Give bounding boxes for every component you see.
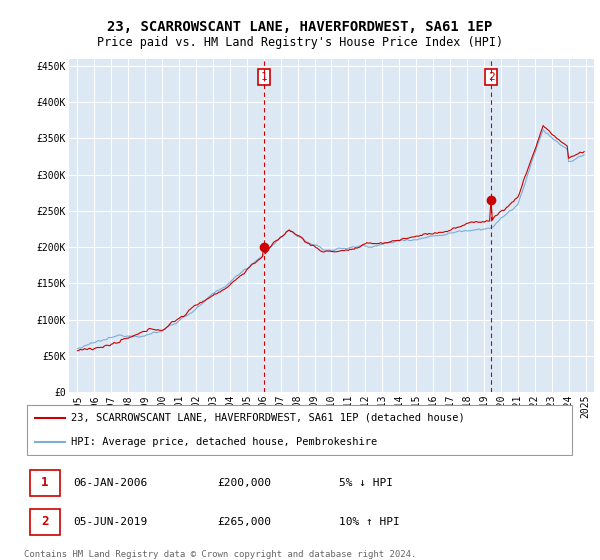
Text: £200,000: £200,000 xyxy=(217,478,271,488)
Text: HPI: Average price, detached house, Pembrokeshire: HPI: Average price, detached house, Pemb… xyxy=(71,437,377,447)
FancyBboxPatch shape xyxy=(29,470,60,496)
Text: 06-JAN-2006: 06-JAN-2006 xyxy=(74,478,148,488)
Text: 1: 1 xyxy=(41,476,49,489)
Text: 2: 2 xyxy=(488,72,494,82)
FancyBboxPatch shape xyxy=(29,508,60,535)
Text: Price paid vs. HM Land Registry's House Price Index (HPI): Price paid vs. HM Land Registry's House … xyxy=(97,36,503,49)
Text: 23, SCARROWSCANT LANE, HAVERFORDWEST, SA61 1EP: 23, SCARROWSCANT LANE, HAVERFORDWEST, SA… xyxy=(107,20,493,34)
Text: Contains HM Land Registry data © Crown copyright and database right 2024.
This d: Contains HM Land Registry data © Crown c… xyxy=(24,550,416,560)
Text: 10% ↑ HPI: 10% ↑ HPI xyxy=(338,517,400,527)
Text: 1: 1 xyxy=(261,72,268,82)
Text: 23, SCARROWSCANT LANE, HAVERFORDWEST, SA61 1EP (detached house): 23, SCARROWSCANT LANE, HAVERFORDWEST, SA… xyxy=(71,413,464,423)
Text: £265,000: £265,000 xyxy=(217,517,271,527)
Text: 2: 2 xyxy=(41,515,49,528)
FancyBboxPatch shape xyxy=(27,405,572,455)
Text: 05-JUN-2019: 05-JUN-2019 xyxy=(74,517,148,527)
Text: 5% ↓ HPI: 5% ↓ HPI xyxy=(338,478,392,488)
